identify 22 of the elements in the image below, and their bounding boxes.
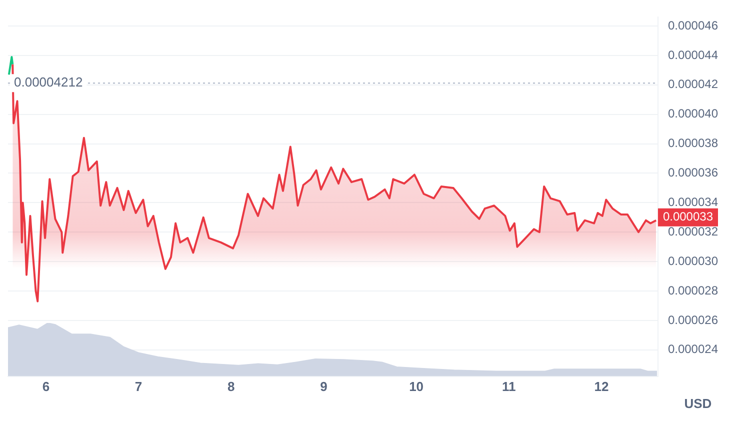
y-tick-label: 0.000036 — [668, 166, 718, 180]
y-tick-label: 0.000038 — [668, 136, 718, 150]
y-tick-label: 0.000024 — [668, 342, 718, 356]
y-tick-label: 0.000044 — [668, 48, 718, 62]
x-tick-label: 9 — [320, 378, 328, 394]
y-tick-label: 0.000042 — [668, 77, 718, 92]
x-tick-label: 8 — [228, 378, 235, 394]
x-tick-label: 10 — [409, 378, 424, 394]
y-tick-label: 0.000040 — [668, 106, 718, 121]
x-tick-label: 12 — [594, 378, 609, 394]
y-tick-label: 0.000032 — [668, 224, 718, 238]
x-tick-label: 7 — [134, 378, 142, 394]
y-tick-label: 0.000028 — [668, 283, 718, 298]
y-tick-label: 0.000046 — [668, 18, 718, 32]
y-tick-label: 0.000030 — [668, 254, 718, 268]
ref-line-label: 0.00004212 — [14, 74, 83, 90]
y-tick-label: 0.000026 — [668, 312, 718, 327]
y-tick-label: 0.000034 — [668, 195, 718, 209]
x-tick-label: 11 — [502, 378, 516, 394]
x-tick-label: 6 — [42, 378, 50, 394]
y-axis-title: USD — [684, 396, 712, 411]
annotation: 0.000033 — [662, 210, 714, 224]
